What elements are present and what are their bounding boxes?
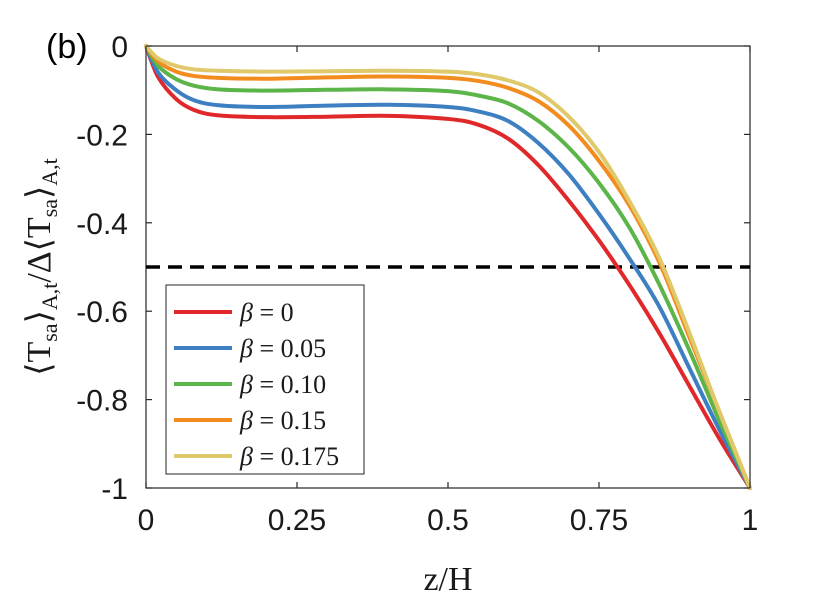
x-tick-label: 1 xyxy=(742,504,759,537)
legend-value: = 0.10 xyxy=(259,370,326,399)
y-label-den-sub1: sa xyxy=(37,199,62,218)
legend-symbol: β xyxy=(239,298,259,327)
legend-value: = 0.175 xyxy=(259,442,339,471)
series-line-5 xyxy=(144,44,752,490)
y-tick-label: 0 xyxy=(111,31,128,64)
legend-label: β = 0 xyxy=(239,298,294,327)
y-label-num-close: ⟩ xyxy=(21,310,58,323)
y-axis-label: ⟨Tsa⟩A,t/Δ⟨Tsa⟩A,t xyxy=(21,158,62,376)
x-tick-label: 0.5 xyxy=(427,504,469,537)
legend-symbol: β xyxy=(239,406,259,435)
legend-value: = 0 xyxy=(259,298,293,327)
series-line-2 xyxy=(144,44,752,490)
series-line-1 xyxy=(144,44,752,490)
legend-label: β = 0.15 xyxy=(239,406,326,435)
series-layer xyxy=(144,44,752,490)
y-tick-label: -0.4 xyxy=(76,208,128,241)
y-label-den-close: ⟩ xyxy=(21,186,58,199)
series-line-3 xyxy=(144,44,752,490)
legend-symbol: β xyxy=(239,442,259,471)
legend-box xyxy=(165,284,365,475)
y-label-den-main: Δ⟨T xyxy=(21,217,58,273)
x-axis-label: z/H xyxy=(423,561,472,598)
legend-symbol: β xyxy=(239,334,259,363)
legend-label: β = 0.175 xyxy=(239,442,339,471)
panel-label: (b) xyxy=(46,28,88,66)
legend-label: β = 0.10 xyxy=(239,370,326,399)
y-tick-label: -1 xyxy=(101,473,128,506)
y-label-den-sub2: A,t xyxy=(37,158,62,186)
tick-layer: 0 0.25 0.5 0.75 1 0 -0.2 -0.4 -0.6 -0.8 -1 xyxy=(76,31,758,537)
legend-label: β = 0.05 xyxy=(239,334,326,363)
y-tick-label: -0.6 xyxy=(76,296,128,329)
y-label-num-main: ⟨T xyxy=(21,342,58,376)
x-tick-label: 0.25 xyxy=(268,504,326,537)
x-tick-label: 0 xyxy=(138,504,155,537)
legend-value: = 0.15 xyxy=(259,406,326,435)
y-tick-label: -0.2 xyxy=(76,119,128,152)
legend-symbol: β xyxy=(239,370,259,399)
y-label-num-sub1: sa xyxy=(37,323,62,342)
y-label-slash: / xyxy=(21,273,58,283)
x-tick-label: 0.75 xyxy=(570,504,628,537)
legend: β = 0β = 0.05β = 0.10β = 0.15β = 0.175 xyxy=(165,284,365,475)
legend-value: = 0.05 xyxy=(259,334,326,363)
y-label-num-sub2: A,t xyxy=(37,283,62,311)
y-tick-label: -0.8 xyxy=(76,385,128,418)
